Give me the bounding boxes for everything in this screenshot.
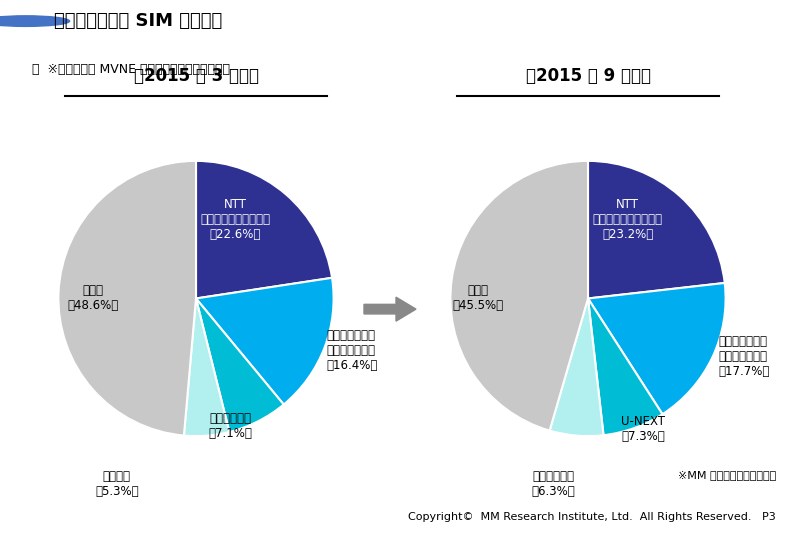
Text: ※MM 総研調査による推定値: ※MM 総研調査による推定値: [678, 470, 776, 480]
Text: その他
（48.6%）: その他 （48.6%）: [67, 285, 118, 312]
Text: －  ※各社ともに MVNE としての契約数は含まない: － ※各社ともに MVNE としての契約数は含まない: [32, 62, 230, 76]
Circle shape: [0, 16, 70, 27]
Text: 独自サービス型 SIM のシェア: 独自サービス型 SIM のシェア: [54, 12, 222, 30]
Wedge shape: [196, 298, 284, 432]
Text: U-NEXT
（7.3%）: U-NEXT （7.3%）: [621, 415, 665, 443]
Text: インターネット
イニシアティブ
（17.7%）: インターネット イニシアティブ （17.7%）: [718, 335, 770, 378]
Text: ビッグローブ
（7.1%）: ビッグローブ （7.1%）: [209, 412, 252, 440]
Wedge shape: [588, 283, 726, 414]
Wedge shape: [58, 161, 196, 435]
Text: （2015 年 3 月末）: （2015 年 3 月末）: [134, 67, 258, 85]
Wedge shape: [196, 161, 332, 298]
Wedge shape: [184, 298, 230, 436]
Wedge shape: [450, 161, 588, 431]
Wedge shape: [196, 278, 334, 405]
Text: ビッグローブ
（6.3%）: ビッグローブ （6.3%）: [532, 471, 575, 498]
Wedge shape: [588, 161, 725, 298]
Wedge shape: [588, 298, 662, 435]
Text: Copyright©  MM Research Institute, Ltd.  All Rights Reserved.   P3: Copyright© MM Research Institute, Ltd. A…: [408, 512, 776, 522]
Text: NTT
コミュニケーションズ
（22.6%）: NTT コミュニケーションズ （22.6%）: [201, 198, 270, 241]
Text: 日本通信
（5.3%）: 日本通信 （5.3%）: [95, 471, 138, 498]
Text: その他
（45.5%）: その他 （45.5%）: [452, 285, 503, 312]
Text: インターネット
イニシアティブ
（16.4%）: インターネット イニシアティブ （16.4%）: [326, 328, 378, 372]
Wedge shape: [550, 298, 603, 436]
Text: （2015 年 9 月末）: （2015 年 9 月末）: [526, 67, 650, 85]
Text: NTT
コミュニケーションズ
（23.2%）: NTT コミュニケーションズ （23.2%）: [593, 198, 662, 241]
